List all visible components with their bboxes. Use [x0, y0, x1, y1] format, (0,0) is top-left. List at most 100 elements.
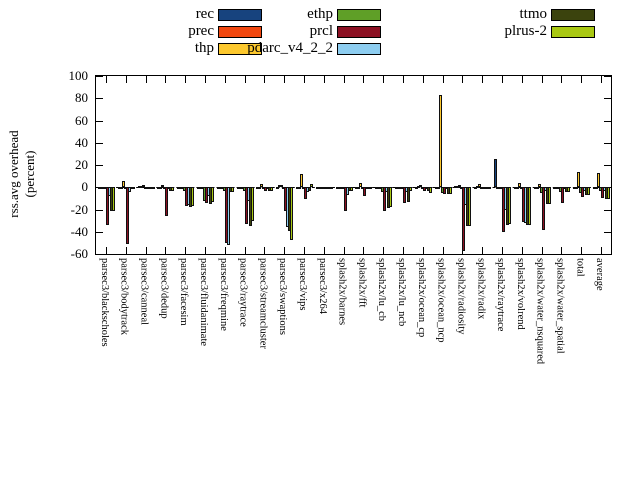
x-tick-label-splash2x/radiosity: splash2x/radiosity — [455, 258, 467, 335]
bar-prcl-splash2x/barnes — [343, 187, 347, 211]
x-tick-label-splash2x/barnes: splash2x/barnes — [336, 258, 348, 326]
bar-prcl-splash2x/lu_cb — [383, 187, 387, 211]
x-tick-mark — [125, 76, 127, 83]
x-tick-label-average: average — [594, 258, 606, 291]
bar-prcl-parsec3/raytrace — [244, 187, 248, 224]
bar-prcl-splash2x/water_nsquared — [541, 187, 545, 230]
x-tick-mark — [502, 76, 504, 83]
bar-prec-splash2x/fft — [357, 187, 361, 190]
x-tick-mark — [343, 76, 345, 83]
legend-label-prec: prec — [188, 23, 214, 39]
x-tick-mark — [482, 76, 484, 83]
bar-plrus-2-splash2x/ocean_cp — [428, 187, 432, 193]
x-tick-mark — [145, 76, 147, 83]
bar-plrus-2-splash2x/water_nsquared — [547, 187, 551, 204]
x-tick-label-parsec3/fluidanimate: parsec3/fluidanimate — [197, 258, 209, 347]
x-tick-mark — [343, 247, 345, 254]
legend-label-thp: thp — [194, 40, 214, 56]
x-tick-mark — [125, 247, 127, 254]
y-tick-mark — [604, 120, 611, 122]
y-tick-label-20: 20 — [75, 157, 88, 172]
bar-prcl-average — [601, 187, 605, 199]
bar-thp-parsec3/vips — [299, 173, 303, 188]
x-tick-mark — [224, 247, 226, 254]
y-tick-mark — [604, 209, 611, 211]
x-tick-mark — [105, 247, 107, 254]
legend-label-pdarc_v4_2_2: pdarc_v4_2_2 — [247, 40, 333, 56]
legend-entry-pdarc_v4_2_2: pdarc_v4_2_2 — [221, 41, 381, 57]
x-tick-mark — [462, 76, 464, 83]
y-tick-label-60: 60 — [75, 112, 88, 128]
x-tick-label-splash2x/lu_ncb: splash2x/lu_ncb — [396, 258, 408, 327]
x-tick-label-parsec3/facesim: parsec3/facesim — [178, 258, 190, 326]
y-tick-mark — [604, 76, 611, 77]
bar-thp-parsec3/streamcluster — [260, 183, 264, 188]
x-tick-mark — [204, 247, 206, 254]
x-tick-label-splash2x/volrend: splash2x/volrend — [514, 258, 526, 330]
x-tick-mark — [323, 76, 325, 83]
x-tick-label-parsec3/streamcluster: parsec3/streamcluster — [257, 258, 269, 349]
x-tick-mark — [165, 76, 167, 83]
x-tick-label-splash2x/ocean_ncp: splash2x/ocean_ncp — [435, 258, 447, 343]
bar-rec-splash2x/raytrace — [494, 159, 498, 188]
bar-thp-splash2x/ocean_cp — [418, 185, 422, 188]
bar-prcl-splash2x/water_spatial — [561, 187, 565, 203]
x-tick-mark — [204, 76, 206, 83]
x-tick-mark — [264, 76, 266, 83]
bar-plrus-2-parsec3/canneal — [151, 187, 155, 190]
y-tick-label-80: 80 — [75, 90, 88, 106]
bar-thp-average — [597, 172, 601, 188]
bar-plrus-2-splash2x/ocean_ncp — [448, 187, 452, 194]
bar-prec-splash2x/ocean_ncp — [436, 187, 440, 190]
x-tick-label-splash2x/water_nsquared: splash2x/water_nsquared — [534, 258, 546, 365]
legend-label-rec: rec — [195, 6, 214, 22]
y-tick-mark — [604, 254, 611, 255]
x-tick-mark — [303, 76, 305, 83]
x-tick-mark — [422, 76, 424, 83]
x-tick-label-splash2x/ocean_cp: splash2x/ocean_cp — [415, 258, 427, 338]
bar-prec-parsec3/bodytrack — [119, 187, 123, 190]
bar-plrus-2-splash2x/lu_cb — [389, 187, 393, 208]
y-axis-title: rss.avg overhead (percent) — [6, 89, 40, 259]
bar-prec-average — [595, 187, 599, 190]
y-tick-mark — [604, 98, 611, 100]
x-tick-mark — [363, 247, 365, 254]
bar-plrus-2-splash2x/fft — [369, 187, 373, 190]
bar-prec-parsec3/dedup — [159, 187, 163, 190]
bar-pdarc_v4_2_2-parsec3/freqmine — [226, 187, 230, 246]
x-tick-label-total: total — [574, 258, 586, 277]
x-tick-mark — [581, 76, 583, 83]
legend-label-ethp: ethp — [307, 6, 333, 22]
x-tick-mark — [561, 247, 563, 254]
bar-plrus-2-splash2x/raytrace — [508, 187, 512, 224]
bar-plrus-2-average — [607, 187, 611, 200]
bar-prcl-parsec3/blackscholes — [105, 187, 109, 226]
y-tick-mark — [96, 209, 103, 211]
x-tick-mark — [422, 247, 424, 254]
bar-prcl-parsec3/dedup — [165, 187, 169, 217]
x-tick-mark — [363, 76, 365, 83]
x-tick-mark — [601, 76, 603, 83]
y-axis-title-line1: rss.avg overhead — [6, 130, 21, 218]
y-tick-mark — [604, 165, 611, 166]
bar-pdarc_v4_2_2-parsec3/bodytrack — [127, 187, 131, 192]
legend-entry-plrus-2: plrus-2 — [435, 24, 595, 40]
y-tick-mark — [96, 254, 103, 255]
bar-plrus-2-parsec3/freqmine — [230, 187, 234, 192]
x-tick-label-parsec3/x264: parsec3/x264 — [316, 258, 328, 314]
bar-plrus-2-parsec3/fluidanimate — [210, 187, 214, 202]
x-tick-mark — [403, 247, 405, 254]
bar-thp-splash2x/water_nsquared — [537, 183, 541, 188]
zero-axis-line — [96, 187, 611, 189]
bar-plrus-2-parsec3/vips — [309, 183, 313, 188]
bar-prcl-splash2x/ocean_ncp — [442, 187, 446, 194]
legend-entry-thp: thp — [102, 41, 262, 57]
bar-thp-parsec3/dedup — [161, 185, 165, 188]
y-tick-mark — [96, 120, 103, 122]
legend-swatch-plrus-2 — [551, 26, 595, 38]
y-tick-mark — [96, 76, 103, 77]
y-tick-mark — [96, 231, 103, 233]
bar-thp-total — [577, 171, 581, 188]
x-tick-label-splash2x/lu_cb: splash2x/lu_cb — [376, 258, 388, 321]
